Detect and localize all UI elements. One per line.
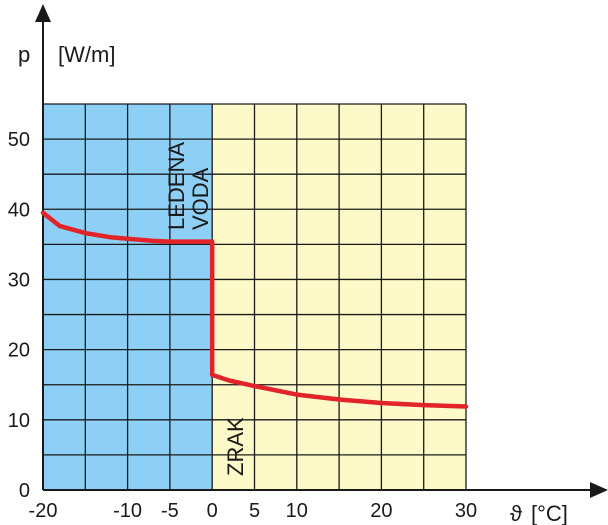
x-tick-label: -20 bbox=[29, 500, 58, 522]
region-label-line: ZRAK bbox=[223, 417, 248, 476]
x-tick-label: 0 bbox=[207, 500, 218, 522]
x-tick-label: 20 bbox=[370, 500, 392, 522]
y-tick-label: 50 bbox=[8, 129, 30, 151]
y-axis-label: p bbox=[18, 42, 30, 67]
y-tick-label: 30 bbox=[8, 269, 30, 291]
y-tick-label: 20 bbox=[8, 340, 30, 362]
region-label-line: LEDENA bbox=[164, 142, 189, 230]
x-tick-label: -10 bbox=[113, 500, 142, 522]
labels: p [W/m] ϑ [°C] LEDENA VODA ZRAK bbox=[18, 42, 568, 525]
ticks: -20 -10 -5 0 5 10 20 30 0 10 20 30 40 50 bbox=[8, 129, 477, 522]
y-tick-label: 40 bbox=[8, 199, 30, 221]
axes bbox=[35, 4, 608, 498]
x-tick-label: -5 bbox=[161, 500, 179, 522]
series bbox=[40, 210, 469, 409]
x-tick-label: 5 bbox=[249, 500, 260, 522]
x-axis-unit: [°C] bbox=[531, 501, 568, 525]
x-tick-label: 10 bbox=[286, 500, 308, 522]
region-label-line: VODA bbox=[188, 167, 213, 230]
y-axis-unit: [W/m] bbox=[58, 42, 115, 67]
series-line-0 bbox=[40, 210, 469, 409]
y-axis-arrow-icon bbox=[35, 4, 51, 22]
y-tick-label: 0 bbox=[19, 480, 30, 502]
x-axis-arrow-icon bbox=[590, 482, 608, 498]
y-tick-label: 10 bbox=[8, 410, 30, 432]
x-axis-label: ϑ bbox=[510, 501, 522, 525]
x-tick-label: 30 bbox=[455, 500, 477, 522]
